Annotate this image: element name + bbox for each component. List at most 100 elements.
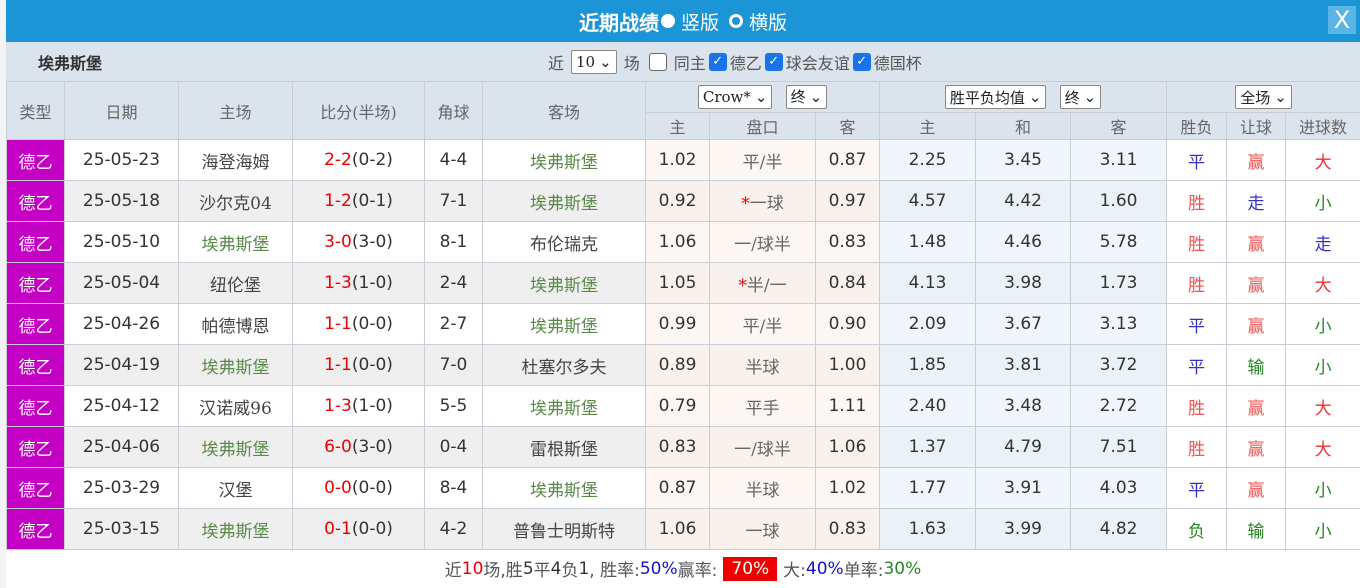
euro-stage-select[interactable]: 终 ⌄	[1059, 85, 1102, 109]
home-team[interactable]: 汉堡	[178, 467, 293, 509]
asian-line-text: 半球	[745, 480, 780, 501]
euro-home-odds: 1.48	[879, 221, 977, 263]
asian-stage-select[interactable]: 终 ⌄	[785, 84, 828, 109]
score-cell[interactable]: 0-1(0-0)	[292, 508, 425, 550]
euro-away-odds: 4.82	[1070, 508, 1168, 550]
league-badge[interactable]: 德乙	[6, 262, 65, 304]
table-row: 德乙 25-05-23 海登海姆 2-2(0-2) 4-4 埃弗斯堡 1.02 …	[6, 139, 1360, 181]
home-team[interactable]: 帕德博恩	[178, 303, 293, 345]
euro-draw-odds: 3.67	[975, 303, 1072, 345]
full-score: 1-1	[324, 314, 352, 334]
option-vertical-label[interactable]: 竖版	[680, 11, 719, 34]
home-team[interactable]: 海登海姆	[178, 139, 293, 181]
away-team[interactable]: 埃弗斯堡	[482, 303, 646, 345]
league1-checkbox[interactable]: ✓	[708, 52, 727, 71]
euro-home-odds: 2.09	[879, 303, 977, 345]
chevron-down-icon: ⌄	[1083, 88, 1097, 106]
score-cell[interactable]: 6-0(3-0)	[292, 426, 425, 468]
option-horizontal-label[interactable]: 横版	[749, 11, 788, 34]
score-cell[interactable]: 1-1(0-0)	[292, 303, 425, 345]
euro-draw-odds: 4.79	[975, 426, 1072, 468]
league1-label: 德乙	[729, 53, 762, 73]
league-badge[interactable]: 德乙	[6, 221, 65, 263]
league-badge[interactable]: 德乙	[6, 180, 65, 222]
result-goals: 大	[1285, 262, 1360, 304]
match-count-select[interactable]: 10 ⌄	[571, 49, 617, 74]
league-badge[interactable]: 德乙	[6, 508, 65, 550]
asian-home-odds: 1.06	[645, 221, 710, 263]
away-team[interactable]: 普鲁士明斯特	[482, 508, 646, 550]
close-button[interactable]: X	[1328, 6, 1356, 34]
col-asian-away: 客	[814, 112, 881, 140]
league-badge[interactable]: 德乙	[6, 303, 65, 345]
home-team[interactable]: 埃弗斯堡	[178, 508, 293, 550]
away-team[interactable]: 雷根斯堡	[482, 426, 646, 468]
asian-line-text: 平手	[745, 398, 780, 419]
score-cell[interactable]: 1-3(1-0)	[292, 262, 425, 304]
euro-home-odds: 2.25	[879, 139, 977, 181]
result-goals: 走	[1285, 221, 1360, 263]
league3-checkbox[interactable]: ✓	[852, 52, 871, 71]
corners: 4-4	[424, 139, 483, 181]
col-score: 比分(半场)	[292, 81, 425, 140]
asian-company-select[interactable]: Crow* ⌄	[697, 85, 773, 110]
score-cell[interactable]: 0-0(0-0)	[292, 467, 425, 509]
home-team[interactable]: 埃弗斯堡	[178, 221, 293, 263]
result-win-loss: 平	[1166, 344, 1228, 386]
euro-odds-header: 胜平负均值 ⌄ 终 ⌄	[879, 81, 1168, 113]
score-cell[interactable]: 2-2(0-2)	[292, 139, 425, 181]
summary-text: 场,胜	[483, 561, 523, 581]
euro-home-odds: 1.77	[879, 467, 977, 509]
table-row: 德乙 25-05-10 埃弗斯堡 3-0(3-0) 8-1 布伦瑞克 1.06 …	[6, 221, 1360, 263]
away-team[interactable]: 埃弗斯堡	[482, 262, 646, 304]
away-team[interactable]: 埃弗斯堡	[482, 467, 646, 509]
summary-text: 单率:	[843, 561, 884, 581]
away-team[interactable]: 布伦瑞克	[482, 221, 646, 263]
asian-away-odds: 1.06	[814, 426, 881, 468]
result-handicap: 输	[1226, 508, 1287, 550]
league-badge[interactable]: 德乙	[6, 139, 65, 181]
asian-line-text: 一/球半	[734, 234, 791, 255]
home-team[interactable]: 纽伦堡	[178, 262, 293, 304]
score-cell[interactable]: 3-0(3-0)	[292, 221, 425, 263]
score-cell[interactable]: 1-3(1-0)	[292, 385, 425, 427]
home-team[interactable]: 汉诺威96	[178, 385, 293, 427]
league-badge[interactable]: 德乙	[6, 467, 65, 509]
euro-type-select[interactable]: 胜平负均值 ⌄	[944, 85, 1047, 109]
home-team[interactable]: 埃弗斯堡	[178, 344, 293, 386]
table-row: 德乙 25-04-26 帕德博恩 1-1(0-0) 2-7 埃弗斯堡 0.99 …	[6, 303, 1360, 345]
win-rate: 50%	[639, 558, 678, 579]
home-team[interactable]: 沙尔克04	[178, 180, 293, 222]
result-goals: 小	[1285, 344, 1360, 386]
match-date: 25-03-15	[64, 508, 179, 550]
away-team[interactable]: 埃弗斯堡	[482, 385, 646, 427]
radio-horizontal[interactable]	[729, 14, 743, 28]
corners: 7-0	[424, 344, 483, 386]
col-goals: 进球数	[1285, 112, 1360, 140]
league-badge[interactable]: 德乙	[6, 426, 65, 468]
summary-text: 赢率:	[677, 561, 718, 581]
result-win-loss: 胜	[1166, 385, 1228, 427]
home-team[interactable]: 埃弗斯堡	[178, 426, 293, 468]
recent-form-panel: 近期战绩 竖版 横版 X 埃弗斯堡 近 10 ⌄ 场 同主 ✓ 德乙 ✓ 球会友谊…	[6, 0, 1360, 588]
euro-home-odds: 4.57	[879, 180, 977, 222]
league2-checkbox[interactable]: ✓	[764, 52, 783, 71]
radio-vertical[interactable]	[660, 14, 675, 28]
chevron-down-icon: ⌄	[1028, 88, 1042, 106]
asian-company-value: Crow*	[702, 88, 751, 107]
asian-line-text: 平/半	[742, 152, 783, 173]
score-cell[interactable]: 1-1(0-0)	[292, 344, 425, 386]
away-team[interactable]: 埃弗斯堡	[482, 139, 646, 181]
league-badge[interactable]: 德乙	[6, 385, 65, 427]
period-select[interactable]: 全场 ⌄	[1235, 85, 1292, 109]
league-badge[interactable]: 德乙	[6, 344, 65, 386]
score-cell[interactable]: 1-2(0-1)	[292, 180, 425, 222]
filter-bar: 埃弗斯堡 近 10 ⌄ 场 同主 ✓ 德乙 ✓ 球会友谊 ✓ 德国杯	[6, 42, 1360, 81]
away-team[interactable]: 埃弗斯堡	[482, 180, 646, 222]
asian-line-text: 半球	[745, 357, 780, 378]
corners: 0-4	[424, 426, 483, 468]
col-euro-draw: 和	[975, 112, 1072, 140]
summary-text: 平	[533, 561, 551, 581]
same-home-checkbox[interactable]	[648, 52, 667, 71]
away-team[interactable]: 杜塞尔多夫	[482, 344, 646, 386]
